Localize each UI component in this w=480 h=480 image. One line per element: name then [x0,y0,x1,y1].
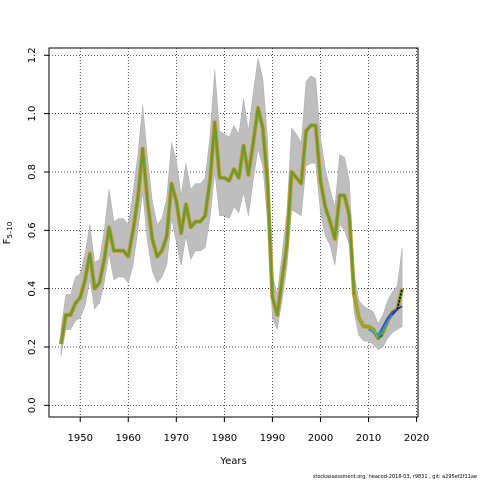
series-line [59,106,404,345]
y-tick-label: 0.0 [27,397,38,413]
x-tick-label: 2020 [404,433,429,444]
x-tick-label: 1950 [68,433,93,444]
y-tick-label: 0.8 [27,164,38,180]
y-tick-label: 1.2 [27,47,38,63]
y-tick-label: 0.4 [27,281,38,297]
y-tick-label: 0.6 [27,222,38,238]
x-axis-label: Years [219,456,246,467]
y-axis-label-main: F [2,238,13,244]
retro-series-line [368,314,394,340]
series-line-layer [58,105,405,345]
axis-tick-layer: 1950 1960 1970 1980 1990 2000 2010 2020 0.0 0.2 0.… [27,47,429,444]
plot-frame [48,47,419,418]
x-tick-label: 1980 [212,433,237,444]
x-tick-label: 2000 [308,433,333,444]
retro-series-line [353,294,379,339]
confidence-band [60,58,403,356]
y-tick-label: 0.2 [27,339,38,355]
x-tick-label: 1960 [116,433,141,444]
footer-note: stockassessment.org, neacod-2018-03, r98… [313,474,477,480]
x-tick-label: 2010 [356,433,381,444]
y-tick-label: 1.0 [27,106,38,122]
confidence-band-layer [60,58,403,356]
y-axis-label-subscript: 5–10 [6,222,14,239]
x-tick-label: 1970 [164,433,189,444]
x-tick-label: 1990 [260,433,285,444]
y-axis-label: F5–10 [2,222,14,245]
